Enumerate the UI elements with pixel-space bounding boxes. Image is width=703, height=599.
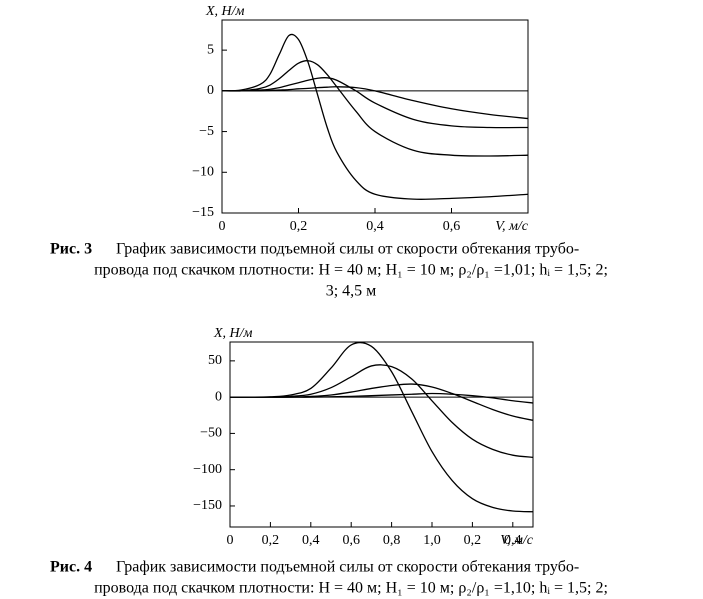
y-tick-label: 0 xyxy=(207,83,214,98)
y-tick-label: −5 xyxy=(199,124,214,139)
data-line xyxy=(230,383,534,421)
y-tick-label: −100 xyxy=(193,462,222,477)
x-axis-label: V, м/с xyxy=(495,219,529,234)
y-tick-label: −50 xyxy=(200,426,222,441)
y-tick-label: 0 xyxy=(215,389,222,404)
y-tick-label: 5 xyxy=(207,42,214,57)
y-tick-label: 50 xyxy=(208,353,222,368)
y-tick-label: −15 xyxy=(192,205,214,220)
x-tick-label: 0,8 xyxy=(383,533,401,548)
caption-line: провода под скачком плотности: H = 40 м;… xyxy=(94,580,608,597)
data-line xyxy=(221,77,529,129)
x-tick-label: 0 xyxy=(227,533,234,548)
y-tick-label: −10 xyxy=(192,165,214,180)
data-line xyxy=(230,392,534,404)
y-axis-label: X, Н/м xyxy=(205,4,245,19)
caption-line: провода под скачком плотности: H = 40 м;… xyxy=(94,262,608,279)
data-line xyxy=(221,33,529,201)
data-line xyxy=(221,60,529,157)
data-line xyxy=(229,341,534,513)
x-tick-label: 0,2 xyxy=(262,533,280,548)
caption-label: Рис. 3 xyxy=(50,241,92,258)
x-tick-label: 0,2 xyxy=(464,533,482,548)
x-tick-label: 0,2 xyxy=(290,219,308,234)
caption-label: Рис. 4 xyxy=(50,559,92,576)
x-axis-label: V, м/с xyxy=(500,533,534,548)
x-tick-label: 0,6 xyxy=(443,219,461,234)
x-tick-label: 0,4 xyxy=(366,219,384,234)
plot-frame xyxy=(221,19,529,214)
x-tick-label: 0 xyxy=(219,219,226,234)
x-tick-label: 1,0 xyxy=(423,533,441,548)
caption-line: График зависимости подъемной силы от ско… xyxy=(116,241,579,258)
x-tick-label: 0,4 xyxy=(504,533,522,548)
caption-line: 3; 4,5 м xyxy=(326,283,377,300)
y-axis-label: X, Н/м xyxy=(213,326,253,341)
data-line xyxy=(221,86,529,120)
caption-line: График зависимости подъемной силы от ско… xyxy=(116,559,579,576)
x-tick-label: 0,6 xyxy=(342,533,360,548)
data-line xyxy=(230,364,534,458)
plot-frame xyxy=(229,341,534,528)
x-tick-label: 0,4 xyxy=(302,533,320,548)
y-tick-label: −150 xyxy=(193,498,222,513)
